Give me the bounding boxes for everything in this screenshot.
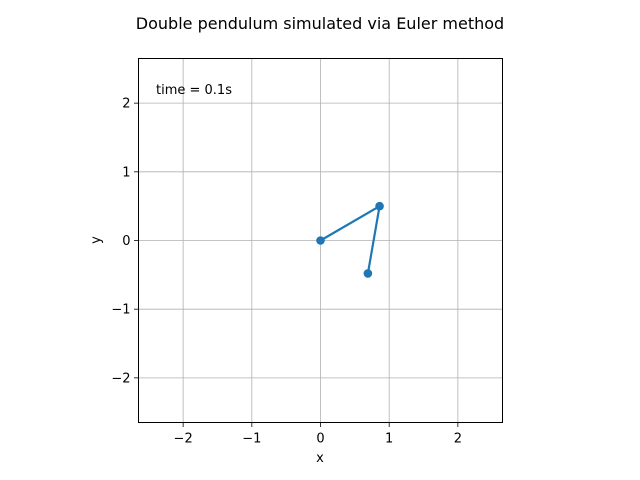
x-tick-label: 2 <box>454 432 462 447</box>
time-annotation: time = 0.1s <box>156 83 232 98</box>
y-tick-label: 2 <box>122 97 130 112</box>
chart-title: Double pendulum simulated via Euler meth… <box>136 14 504 33</box>
pivot-point <box>316 236 325 245</box>
y-tick-label: 1 <box>122 165 130 180</box>
pendulum-arms-line <box>319 205 381 275</box>
y-tick-label: −2 <box>111 371 130 386</box>
x-tick-label: −1 <box>242 432 261 447</box>
x-tick-label: −2 <box>174 432 193 447</box>
x-tick-label: 0 <box>316 432 324 447</box>
pendulum-bob-2 <box>363 269 373 278</box>
axis-ticks: −2 −1 0 1 2 −2 −1 0 1 2 <box>111 97 462 447</box>
x-tick-label: 1 <box>385 432 393 447</box>
pendulum-bob-1 <box>375 201 384 211</box>
y-tick-label: 0 <box>122 234 130 249</box>
grid <box>138 58 503 423</box>
y-axis-label: y <box>89 236 104 244</box>
x-axis-label: x <box>316 451 324 466</box>
y-tick-label: −1 <box>111 303 130 318</box>
series-layer <box>316 201 384 278</box>
